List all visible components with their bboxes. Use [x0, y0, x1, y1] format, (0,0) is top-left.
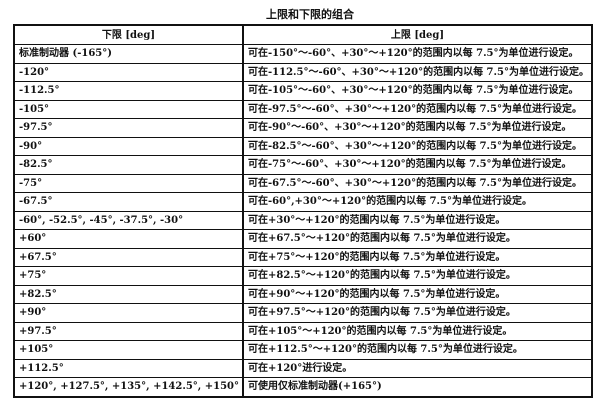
table-row: +120°, +127.5°, +135°, +142.5°, +150° 可使用…	[13, 377, 593, 397]
upper-limit-cell: 可在-90°～-60°、+30°～+120°的范围内以每 7.5°为单位进行设定…	[242, 118, 593, 138]
upper-limit-cell: 可在-82.5°～-60°、+30°～+120°的范围内以每 7.5°为单位进行…	[242, 136, 593, 156]
upper-limit-cell: 可在-67.5°～-60°、+30°～+120°的范围内以每 7.5°为单位进行…	[242, 173, 593, 193]
upper-limit-cell: 可在-150°～-60°、+30°～+120°的范围内以每 7.5°为单位进行设…	[242, 44, 593, 64]
lower-limit-cell: -97.5°	[13, 118, 244, 138]
upper-limit-cell: 可在-75°～-60°、+30°～+120°的范围内以每 7.5°为单位进行设定…	[242, 155, 593, 175]
limits-table: 下限 [deg] 上限 [deg] 标准制动器 (-165°) 可在-150°～-…	[13, 24, 593, 398]
table-row: +75° 可在+82.5°～+120°的范围内以每 7.5°为单位进行设定。	[13, 266, 593, 286]
header-row: 下限 [deg] 上限 [deg]	[13, 24, 593, 45]
header-upper-limit: 上限 [deg]	[242, 24, 593, 45]
lower-limit-cell: 标准制动器 (-165°)	[13, 44, 244, 64]
lower-limit-cell: -67.5°	[13, 192, 244, 212]
table-row: 标准制动器 (-165°) 可在-150°～-60°、+30°～+120°的范围内…	[13, 44, 593, 64]
table-row: -120° 可在-112.5°～-60°、+30°～+120°的范围内以每 7.5…	[13, 62, 593, 82]
table-title: 上限和下限的组合	[266, 8, 354, 21]
lower-limit-cell: -105°	[13, 99, 244, 119]
lower-limit-cell: -120°	[13, 62, 244, 82]
upper-limit-cell: 可在+75°～+120°的范围内以每 7.5°为单位进行设定。	[242, 247, 593, 267]
lower-limit-cell: +112.5°	[13, 358, 244, 378]
upper-limit-cell: 可使用仅标准制动器(+165°)	[242, 377, 593, 397]
upper-limit-cell: 可在+82.5°～+120°的范围内以每 7.5°为单位进行设定。	[242, 266, 593, 286]
lower-limit-cell: -90°	[13, 136, 244, 156]
lower-limit-cell: -112.5°	[13, 81, 244, 101]
table-row: +67.5° 可在+75°～+120°的范围内以每 7.5°为单位进行设定。	[13, 247, 593, 267]
table-row: -60°, -52.5°, -45°, -37.5°, -30° 可在+30°～+…	[13, 210, 593, 230]
table-row: -82.5° 可在-75°～-60°、+30°～+120°的范围内以每 7.5°为…	[13, 155, 593, 175]
lower-limit-cell: +75°	[13, 266, 244, 286]
lower-limit-cell: +97.5°	[13, 321, 244, 341]
table-row: +112.5° 可在+120°进行设定。	[13, 358, 593, 378]
table-row: -90° 可在-82.5°～-60°、+30°～+120°的范围内以每 7.5°为…	[13, 136, 593, 156]
lower-limit-cell: -75°	[13, 173, 244, 193]
upper-limit-cell: 可在-60°,+30°～+120°的范围内以每 7.5°为单位进行设定。	[242, 192, 593, 212]
upper-limit-cell: 可在-105°～-60°、+30°～+120°的范围内以每 7.5°为单位进行设…	[242, 81, 593, 101]
lower-limit-cell: +90°	[13, 303, 244, 323]
table-row: +82.5° 可在+90°～+120°的范围内以每 7.5°为单位进行设定。	[13, 284, 593, 304]
upper-limit-cell: 可在+30°～+120°的范围内以每 7.5°为单位进行设定。	[242, 210, 593, 230]
table-row: +90° 可在+97.5°～+120°的范围内以每 7.5°为单位进行设定。	[13, 303, 593, 323]
header-lower-limit: 下限 [deg]	[13, 24, 244, 45]
lower-limit-cell: +67.5°	[13, 247, 244, 267]
table-row: +105° 可在+112.5°～+120°的范围内以每 7.5°为单位进行设定。	[13, 340, 593, 360]
upper-limit-cell: 可在-112.5°～-60°、+30°～+120°的范围内以每 7.5°为单位进…	[242, 62, 593, 82]
table-row: -97.5° 可在-90°～-60°、+30°～+120°的范围内以每 7.5°为…	[13, 118, 593, 138]
upper-limit-cell: 可在+67.5°～+120°的范围内以每 7.5°为单位进行设定。	[242, 229, 593, 249]
lower-limit-cell: +105°	[13, 340, 244, 360]
lower-limit-cell: +120°, +127.5°, +135°, +142.5°, +150°	[13, 377, 244, 397]
upper-limit-cell: 可在-97.5°～-60°、+30°～+120°的范围内以每 7.5°为单位进行…	[242, 99, 593, 119]
lower-limit-cell: -82.5°	[13, 155, 244, 175]
table-row: -105° 可在-97.5°～-60°、+30°～+120°的范围内以每 7.5°…	[13, 99, 593, 119]
upper-limit-cell: 可在+90°～+120°的范围内以每 7.5°为单位进行设定。	[242, 284, 593, 304]
table-row: -75° 可在-67.5°～-60°、+30°～+120°的范围内以每 7.5°为…	[13, 173, 593, 193]
upper-limit-cell: 可在+97.5°～+120°的范围内以每 7.5°为单位进行设定。	[242, 303, 593, 323]
table-row: +60° 可在+67.5°～+120°的范围内以每 7.5°为单位进行设定。	[13, 229, 593, 249]
table-row: +97.5° 可在+105°～+120°的范围内以每 7.5°为单位进行设定。	[13, 321, 593, 341]
upper-limit-cell: 可在+120°进行设定。	[242, 358, 593, 378]
upper-limit-cell: 可在+112.5°～+120°的范围内以每 7.5°为单位进行设定。	[242, 340, 593, 360]
lower-limit-cell: +60°	[13, 229, 244, 249]
upper-limit-cell: 可在+105°～+120°的范围内以每 7.5°为单位进行设定。	[242, 321, 593, 341]
table-row: -112.5° 可在-105°～-60°、+30°～+120°的范围内以每 7.5…	[13, 81, 593, 101]
lower-limit-cell: +82.5°	[13, 284, 244, 304]
lower-limit-cell: -60°, -52.5°, -45°, -37.5°, -30°	[13, 210, 244, 230]
table-row: -67.5° 可在-60°,+30°～+120°的范围内以每 7.5°为单位进行设…	[13, 192, 593, 212]
